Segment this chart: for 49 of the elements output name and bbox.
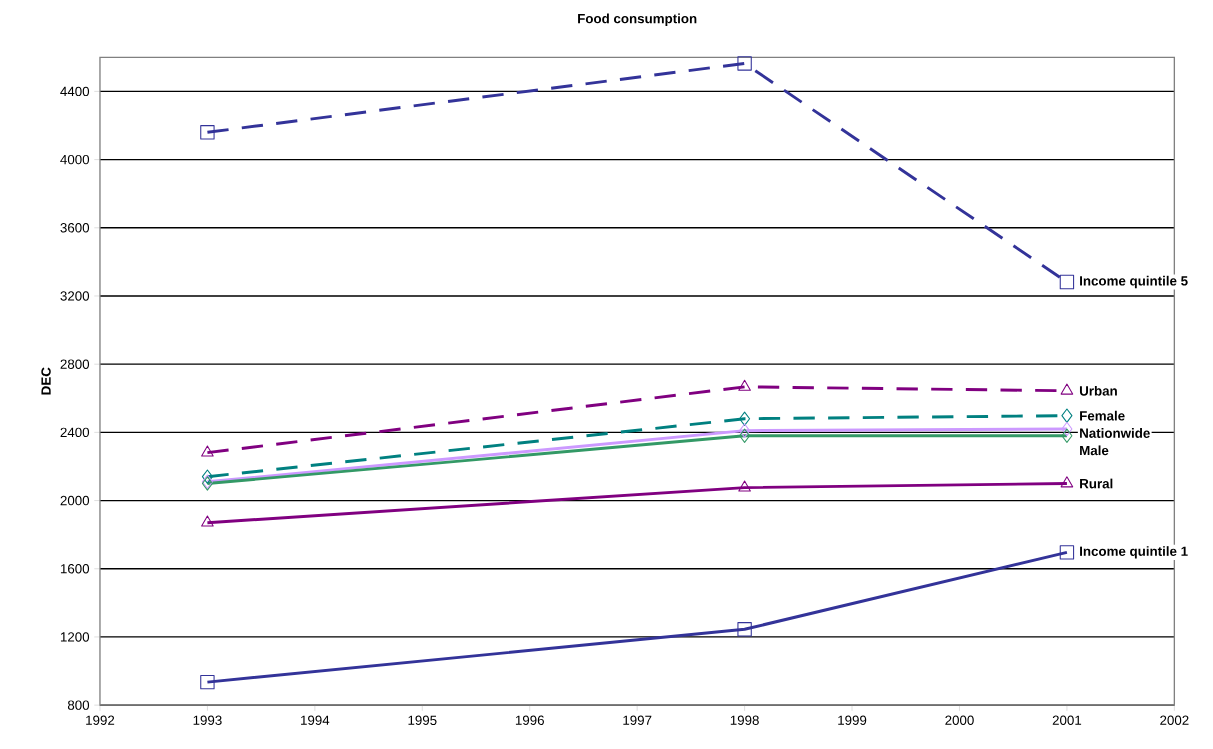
x-tick-label: 1992 (86, 715, 115, 725)
x-tick-label: 1998 (730, 715, 759, 725)
series-label: Nationwide (1080, 428, 1150, 438)
series-label: Male (1080, 445, 1109, 456)
series-label: Income quintile 5 (1080, 275, 1188, 289)
point (200, 674, 215, 690)
series-label: Urban (1079, 385, 1117, 396)
y-tick-label: 4400 (60, 86, 90, 97)
x-tick-label: 1999 (838, 715, 867, 725)
x-tick-label: 1995 (408, 715, 437, 725)
x-tick-label: 1994 (301, 715, 330, 725)
series-label: Female (1080, 410, 1125, 421)
point (1060, 476, 1074, 488)
series-label: Income quintile 1 (1080, 546, 1188, 559)
point (1059, 545, 1075, 560)
point (1060, 383, 1074, 395)
point (201, 469, 213, 484)
point (1059, 274, 1075, 290)
x-tick-label: 1996 (515, 715, 544, 725)
y-tick-label: 4000 (60, 154, 90, 165)
point (739, 428, 751, 443)
point (737, 622, 752, 637)
y-tick-label: 1600 (60, 563, 90, 574)
y-tick-label: 3200 (60, 291, 90, 301)
x-tick-label: 2002 (1160, 715, 1189, 725)
x-tick-label: 1993 (193, 715, 222, 725)
point (739, 411, 751, 426)
x-tick-label: 2001 (1052, 715, 1082, 725)
point (201, 445, 214, 457)
point (1061, 421, 1073, 437)
point (1061, 408, 1073, 423)
y-axis-title: DEC (41, 367, 51, 395)
y-tick-label: 2800 (60, 359, 90, 369)
y-tick-label: 800 (67, 700, 90, 710)
x-tick-label: 2000 (945, 715, 974, 725)
series-label: Rural (1080, 478, 1113, 489)
point (200, 125, 215, 140)
point (737, 56, 752, 71)
x-tick-label: 1997 (623, 715, 652, 725)
point (738, 379, 751, 391)
chart-title: Food consumption (578, 13, 697, 26)
point (739, 423, 751, 438)
y-tick-label: 2000 (60, 495, 90, 506)
y-tick-label: 3600 (60, 223, 90, 233)
point (1061, 428, 1073, 443)
y-tick-label: 1200 (60, 632, 90, 642)
y-tick-label: 2400 (60, 427, 90, 438)
point (201, 515, 214, 527)
point (738, 480, 751, 492)
